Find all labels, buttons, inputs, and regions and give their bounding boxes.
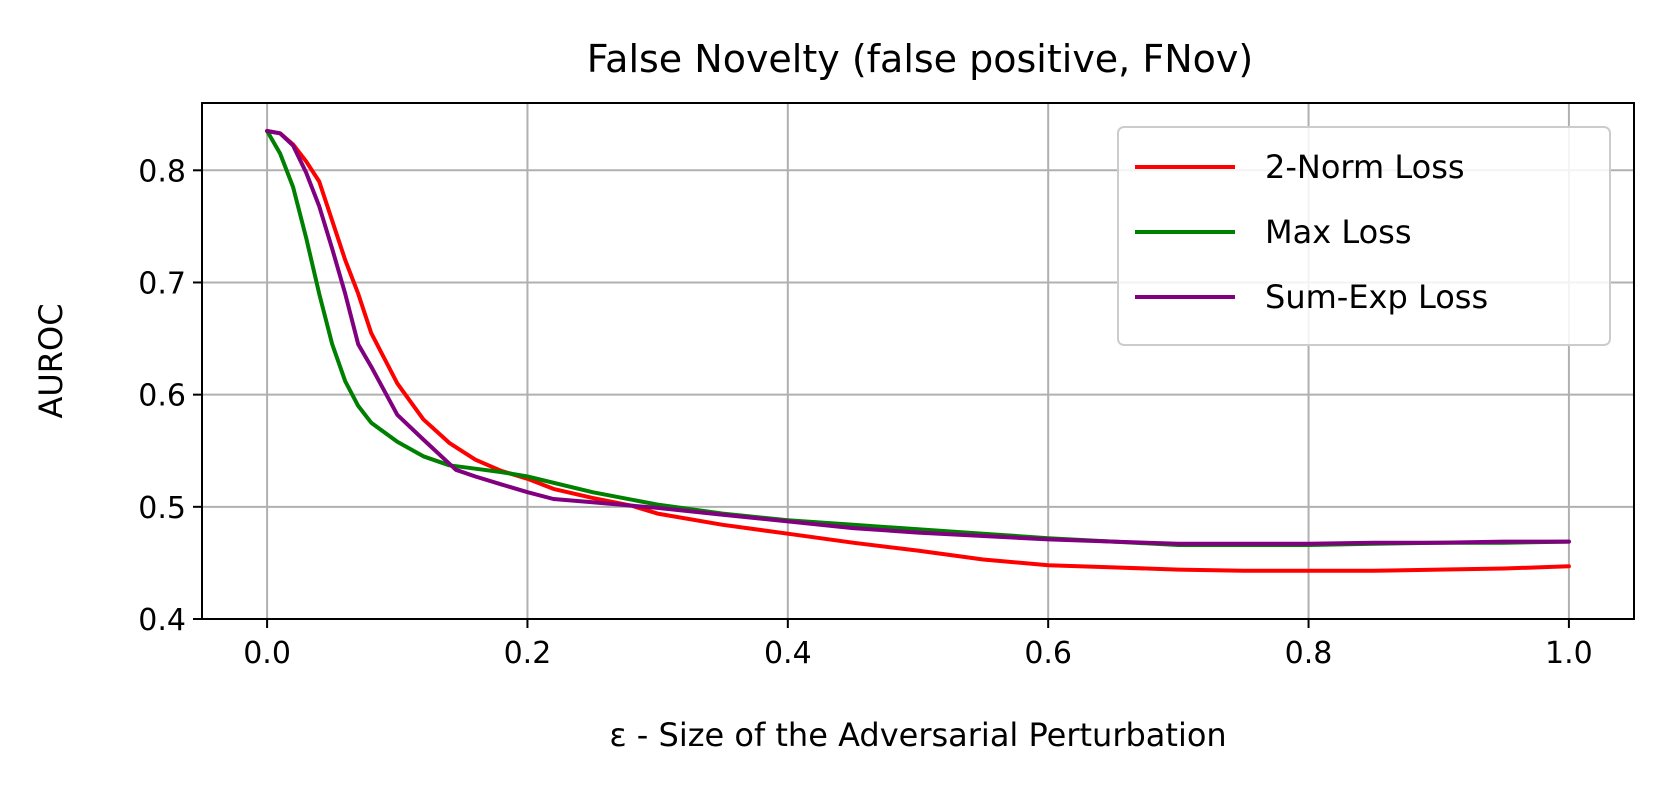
- x-tick-label: 0.4: [764, 636, 812, 671]
- x-tick-label: 1.0: [1545, 636, 1593, 671]
- legend-label-sum-exp-loss: Sum-Exp Loss: [1265, 278, 1488, 316]
- y-tick-label: 0.4: [138, 603, 186, 638]
- legend-label-2-norm-loss: 2-Norm Loss: [1265, 148, 1465, 186]
- plot-frame: [201, 102, 1635, 620]
- x-tick-label: 0.0: [243, 636, 291, 671]
- y-tick-label: 0.5: [138, 491, 186, 526]
- series-line-sum-exp-loss: [265, 129, 1571, 546]
- series-line-2-norm-loss: [265, 129, 1571, 573]
- axis-ticks: 0.0 0.2 0.4 0.6 0.8 1.0 0.4 0.5 0.6 0.7 0.8: [138, 154, 1592, 671]
- y-axis-title: AUROC: [32, 303, 70, 418]
- legend-label-max-loss: Max Loss: [1265, 213, 1412, 251]
- legend: 2-Norm Loss Max Loss Sum-Exp Loss: [1117, 126, 1611, 346]
- x-tick-label: 0.6: [1024, 636, 1072, 671]
- x-tick-label: 0.2: [504, 636, 552, 671]
- legend-box: [1117, 126, 1611, 346]
- chart-title: False Novelty (false positive, FNov): [587, 37, 1253, 81]
- series-lines: [265, 129, 1571, 573]
- x-axis-title: ε - Size of the Adversarial Perturbation: [609, 716, 1226, 754]
- y-tick-label: 0.8: [138, 154, 186, 189]
- x-tick-label: 0.8: [1285, 636, 1333, 671]
- y-tick-label: 0.7: [138, 266, 186, 301]
- y-tick-label: 0.6: [138, 379, 186, 414]
